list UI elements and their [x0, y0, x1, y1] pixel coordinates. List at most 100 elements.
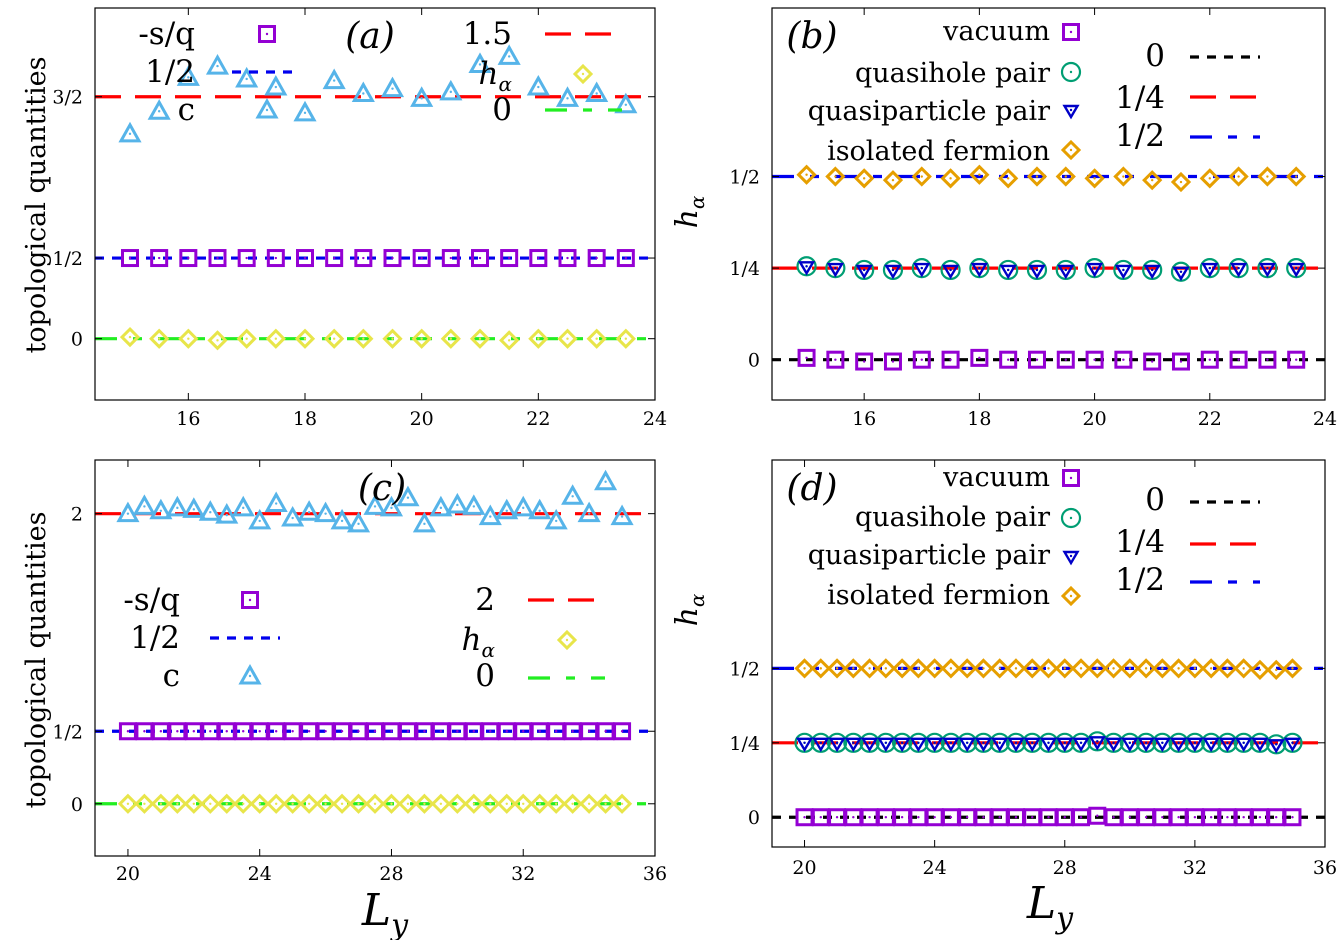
- data-point: [1137, 737, 1155, 753]
- data-point: [1249, 659, 1271, 680]
- data-point: [912, 350, 931, 369]
- reference-lines: [772, 174, 1325, 362]
- data-point: [1283, 808, 1302, 827]
- legend-label: 1/2: [145, 54, 195, 90]
- x-axis-label: Ly: [1026, 878, 1074, 936]
- legend-label: 0: [475, 658, 495, 694]
- data-point: [891, 658, 913, 679]
- data-point: [940, 658, 962, 679]
- data-point: [557, 328, 578, 349]
- data-point: [610, 504, 634, 526]
- data-point: [611, 793, 633, 814]
- data-point: [796, 164, 817, 185]
- data-point: [379, 495, 404, 517]
- data-point: [529, 249, 548, 268]
- data-point: [941, 350, 960, 369]
- data-point: [118, 121, 142, 143]
- legend-label: c: [163, 658, 180, 694]
- data-point: [346, 511, 371, 533]
- data-point: [178, 328, 199, 349]
- panel-label: (b): [786, 16, 837, 57]
- data-point: [396, 485, 420, 507]
- data-point: [363, 494, 387, 515]
- x-tick-label: 20: [410, 408, 434, 430]
- data-point: [264, 74, 288, 96]
- data-point: [974, 737, 993, 753]
- legend-marker: [1062, 23, 1080, 41]
- data-point: [1104, 737, 1123, 753]
- data-point: [497, 44, 521, 65]
- legend-label: 0: [492, 92, 512, 128]
- data-point: [908, 658, 929, 679]
- data-point: [843, 658, 864, 679]
- data-point: [615, 328, 636, 349]
- data-point: [205, 54, 230, 75]
- data-point: [237, 249, 256, 268]
- data-point: [561, 484, 585, 505]
- data-point: [1026, 166, 1048, 187]
- data-point: [1142, 170, 1163, 191]
- data-point: [1103, 658, 1124, 679]
- legend-label: quasiparticle pair: [808, 540, 1050, 571]
- legend-marker: [572, 63, 594, 85]
- legend-marker: [1060, 585, 1082, 607]
- data-point: [116, 501, 140, 523]
- data-point: [150, 793, 172, 814]
- legend-marker: [258, 25, 276, 43]
- data-point: [1114, 264, 1132, 280]
- legend-marker: [1062, 104, 1080, 120]
- data-point: [324, 328, 345, 349]
- data-point: [167, 793, 188, 814]
- data-point: [233, 793, 254, 814]
- data-point: [1199, 168, 1220, 189]
- data-point: [496, 793, 517, 814]
- data-point: [1287, 350, 1306, 369]
- x-tick-label: 24: [923, 857, 947, 879]
- data-point: [471, 249, 489, 268]
- data-point: [812, 737, 830, 753]
- series-h-: [119, 326, 636, 351]
- y-tick-label: 1/2: [729, 658, 760, 680]
- legend-label: 1/2: [1115, 118, 1165, 154]
- data-point: [825, 166, 846, 187]
- data-point: [616, 249, 635, 268]
- data-point: [429, 495, 453, 517]
- y-tick-label: 0: [748, 807, 760, 829]
- data-point: [1039, 808, 1058, 827]
- data-point: [1258, 350, 1277, 369]
- x-tick-label: 18: [293, 408, 317, 430]
- data-point: [1184, 658, 1206, 679]
- legend-label: 1/2: [130, 620, 180, 656]
- data-point: [412, 511, 436, 533]
- y-axis-label: topological quantities: [21, 57, 52, 354]
- data-point: [1119, 658, 1140, 679]
- data-point: [200, 793, 221, 814]
- series-quasiparticle-pair: [795, 736, 1302, 754]
- x-tick-label: 36: [1313, 857, 1337, 879]
- data-point: [1054, 658, 1075, 679]
- data-point: [586, 328, 607, 349]
- data-point: [1121, 737, 1139, 753]
- data-point: [544, 508, 568, 530]
- plot-frame: [94, 7, 656, 401]
- data-point: [198, 500, 222, 521]
- legend-label: -s/q: [138, 16, 195, 52]
- y-tick-label: 1/2: [52, 248, 83, 270]
- data-point: [497, 722, 516, 741]
- data-point: [1186, 737, 1204, 753]
- data-point: [1202, 737, 1220, 753]
- data-point: [859, 658, 880, 679]
- data-point: [511, 495, 535, 517]
- data-point: [314, 501, 338, 523]
- data-point: [562, 793, 583, 814]
- panel-label: (d): [786, 468, 837, 509]
- data-point: [594, 469, 618, 491]
- legend-label: 2: [475, 582, 495, 618]
- data-point: [134, 793, 155, 814]
- data-point: [315, 793, 336, 814]
- data-point: [529, 793, 550, 814]
- legend-marker: [556, 629, 578, 651]
- y-axis-label: topological quantities: [21, 512, 52, 809]
